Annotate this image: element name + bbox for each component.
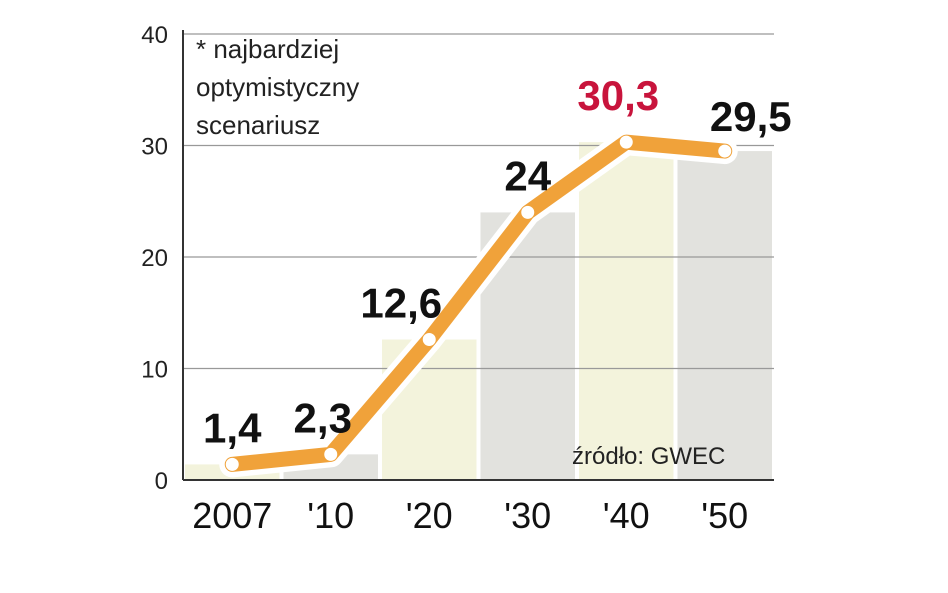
note-line-3: scenariusz: [196, 110, 320, 140]
x-tick-2: '20: [406, 495, 453, 536]
marker-2: [422, 333, 436, 347]
y-tick-30: 30: [141, 134, 168, 161]
data-label-3: 24: [504, 152, 551, 199]
x-tick-1: '10: [307, 495, 354, 536]
data-label-5: 29,5: [710, 93, 792, 140]
source-label: źródło: GWEC: [572, 443, 725, 470]
marker-3: [521, 205, 535, 219]
data-label-1: 2,3: [294, 394, 352, 441]
series-line: [219, 129, 738, 478]
series-markers: [225, 135, 732, 471]
band-4: [579, 142, 674, 480]
marker-5: [718, 144, 732, 158]
x-tick-3: '30: [504, 495, 551, 536]
note-line-2: optymistyczny: [196, 72, 359, 102]
y-tick-labels: 0 10 20 30 40: [141, 22, 168, 495]
series-path: [224, 134, 733, 472]
marker-1: [324, 447, 338, 461]
marker-4: [619, 135, 633, 149]
axes: [182, 30, 774, 481]
y-tick-20: 20: [141, 245, 168, 272]
x-tick-5: '50: [701, 495, 748, 536]
x-tick-4: '40: [603, 495, 650, 536]
y-tick-10: 10: [141, 357, 168, 384]
y-tick-40: 40: [141, 22, 168, 49]
y-tick-0: 0: [155, 468, 168, 495]
note-text: * najbardziej optymistyczny scenariusz: [196, 34, 359, 140]
data-label-4: 30,3: [577, 72, 659, 119]
background-bands: [185, 142, 772, 480]
x-tick-labels: 2007 '10 '20 '30 '40 '50: [192, 495, 748, 536]
data-label-0: 1,4: [203, 404, 262, 451]
data-label-2: 12,6: [360, 280, 442, 327]
x-tick-0: 2007: [192, 495, 272, 536]
note-line-1: * najbardziej: [196, 34, 339, 64]
data-labels: 1,4 2,3 12,6 24 30,3 29,5: [203, 72, 792, 451]
marker-0: [225, 457, 239, 471]
band-5: [677, 151, 772, 480]
